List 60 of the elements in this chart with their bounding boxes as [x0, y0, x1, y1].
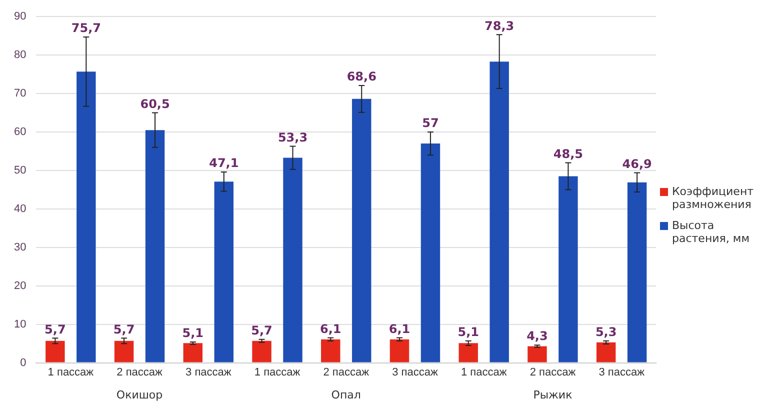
x-tick-label: 1 пассаж [48, 366, 94, 378]
bar [114, 340, 134, 362]
data-label: 5,7 [251, 323, 272, 338]
x-tick-label: 1 пассаж [254, 366, 301, 378]
x-tick-label: 3 пассаж [186, 366, 232, 378]
x-tick-label: 3 пассаж [392, 366, 438, 378]
y-tick-label: 50 [14, 164, 26, 176]
data-label: 57 [422, 116, 439, 130]
bar [76, 72, 96, 362]
y-tick-label: 60 [14, 126, 26, 138]
bar [490, 62, 509, 362]
bar [46, 340, 65, 362]
x-tick-label: 1 пассаж [460, 366, 508, 378]
data-label: 5,7 [113, 322, 135, 336]
data-label: 5,7 [44, 322, 66, 336]
bar [420, 144, 440, 362]
data-label: 5,1 [182, 326, 204, 340]
y-tick-label: 70 [14, 88, 26, 100]
bar [390, 339, 410, 362]
bar [283, 158, 302, 362]
x-tick-label: 2 пассаж [116, 366, 164, 378]
bar [214, 182, 234, 362]
bar [558, 176, 578, 362]
data-label: 78,3 [484, 18, 514, 33]
y-tick-label: 10 [14, 318, 26, 330]
legend-label: Высота растения, мм [672, 219, 750, 245]
y-tick-label: 90 [14, 10, 26, 23]
data-label: 46,9 [622, 156, 652, 171]
data-label: 4,3 [526, 329, 548, 344]
data-label: 75,7 [71, 21, 101, 36]
data-label: 60,5 [140, 96, 170, 111]
y-tick-label: 80 [14, 49, 26, 62]
bar [458, 343, 478, 362]
y-tick-label: 40 [14, 202, 26, 215]
x-tick-label: 2 пассаж [530, 366, 576, 378]
bar [321, 339, 340, 362]
y-tick-label: 0 [20, 356, 26, 369]
bar [627, 182, 647, 362]
bar [145, 130, 165, 362]
bar [352, 98, 372, 362]
text: Окишор [116, 388, 163, 402]
data-label: 5,1 [458, 325, 479, 339]
text: Опал [331, 388, 361, 402]
data-label: 53,3 [278, 130, 308, 144]
text: Рыжик [533, 388, 573, 402]
bar [183, 343, 203, 362]
bar [596, 342, 616, 362]
bar [252, 340, 272, 362]
x-tick-label: 2 пассаж [323, 366, 370, 378]
data-label: 47,1 [209, 156, 239, 170]
data-label: 68,6 [346, 70, 376, 84]
data-label: 48,5 [553, 146, 584, 161]
data-label: 5,3 [595, 325, 617, 339]
bar [528, 346, 547, 362]
data-label: 6,1 [388, 322, 410, 336]
data-label: 6,1 [320, 322, 342, 336]
y-tick-label: 30 [14, 241, 26, 254]
y-tick-label: 20 [14, 280, 26, 292]
legend-label: Коэффициент размножения [672, 185, 755, 211]
x-tick-label: 3 пассаж [598, 366, 646, 378]
